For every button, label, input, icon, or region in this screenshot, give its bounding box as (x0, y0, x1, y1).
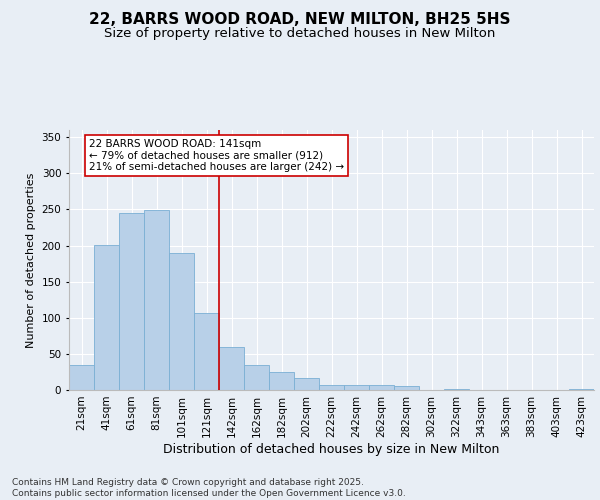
Bar (344, 385, 369, 390)
Text: 22, BARRS WOOD ROAD, NEW MILTON, BH25 5HS: 22, BARRS WOOD ROAD, NEW MILTON, BH25 5H… (89, 12, 511, 28)
Bar (244, 366, 269, 390)
Bar (119, 213, 144, 390)
Bar (194, 312, 219, 390)
Bar (169, 253, 194, 390)
Bar (144, 210, 169, 390)
Bar (69, 366, 94, 390)
Y-axis label: Number of detached properties: Number of detached properties (26, 172, 36, 348)
Text: 22 BARRS WOOD ROAD: 141sqm
← 79% of detached houses are smaller (912)
21% of sem: 22 BARRS WOOD ROAD: 141sqm ← 79% of deta… (89, 138, 344, 172)
X-axis label: Distribution of detached houses by size in New Milton: Distribution of detached houses by size … (163, 442, 500, 456)
Text: Contains HM Land Registry data © Crown copyright and database right 2025.
Contai: Contains HM Land Registry data © Crown c… (12, 478, 406, 498)
Bar (319, 385, 344, 390)
Bar (219, 346, 244, 390)
Bar (369, 385, 394, 390)
Bar (294, 378, 319, 390)
Bar (269, 372, 294, 390)
Text: Size of property relative to detached houses in New Milton: Size of property relative to detached ho… (104, 28, 496, 40)
Bar (394, 386, 419, 390)
Bar (94, 245, 119, 390)
